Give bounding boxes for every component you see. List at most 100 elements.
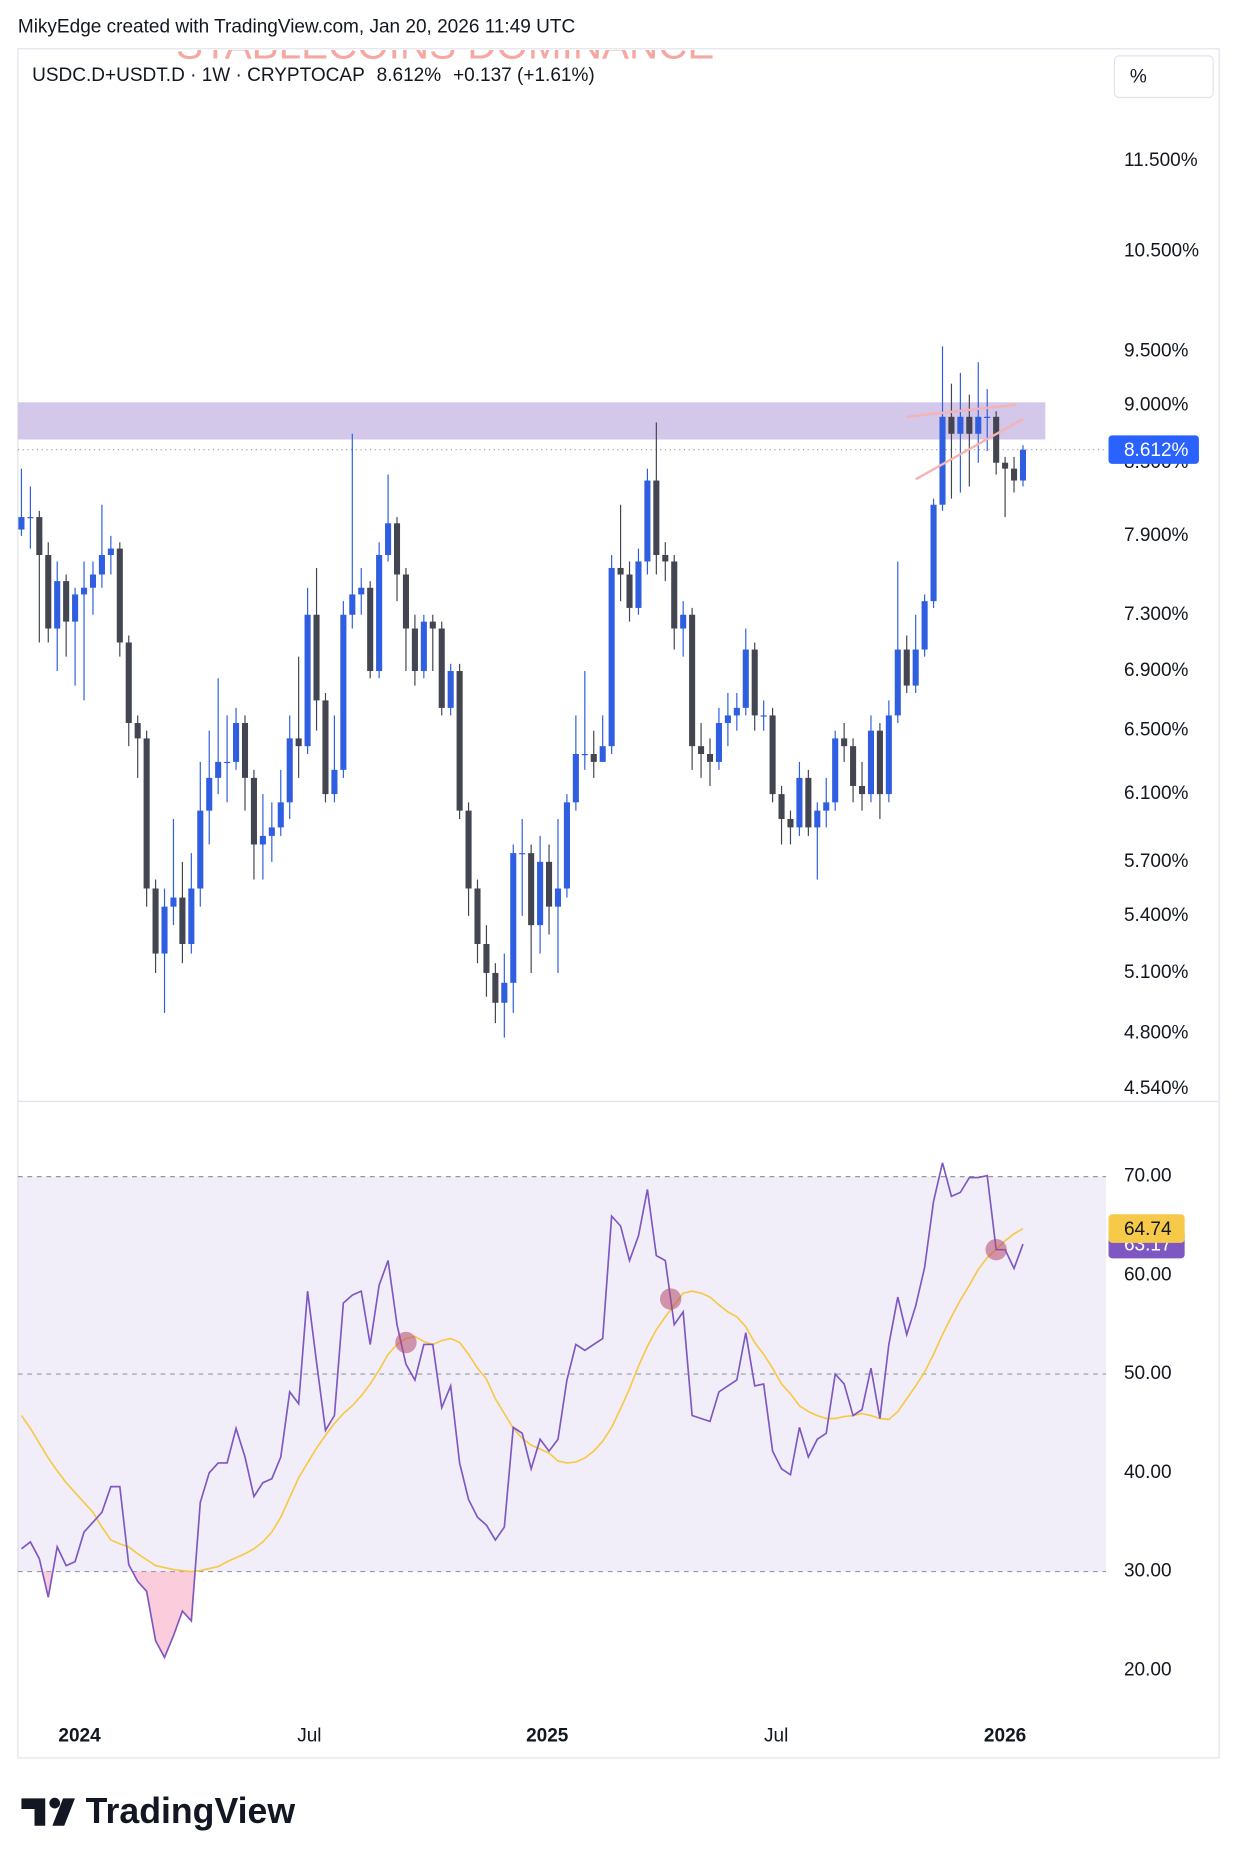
- rsi-line: [20, 1227, 1024, 1573]
- candle-body: [197, 810, 204, 889]
- candle-body: [501, 982, 508, 1003]
- y-tick-label: 4.800%: [1124, 1023, 1189, 1044]
- candle-body: [45, 554, 52, 629]
- candle-body: [814, 810, 821, 828]
- y-tick-label: 5.100%: [1124, 962, 1189, 983]
- legend: USDC.D+USDT.D · 1W · CRYPTOCAP 8.612% +0.1…: [32, 65, 595, 86]
- candle-body: [89, 574, 97, 588]
- candle-body: [984, 416, 991, 418]
- scale-button-label[interactable]: %: [1130, 66, 1147, 87]
- candle-body: [259, 835, 266, 845]
- y-tick-label: 70.00: [1124, 1166, 1172, 1187]
- candle-body: [340, 614, 347, 770]
- candle-body: [241, 723, 249, 778]
- candle-body: [393, 523, 401, 575]
- candle-body: [438, 628, 445, 708]
- y-tick-label: 6.900%: [1124, 660, 1189, 681]
- candle-body: [268, 827, 275, 836]
- candle-body: [867, 730, 875, 795]
- candle-body: [376, 554, 383, 672]
- candle-body: [107, 548, 114, 555]
- candle-body: [36, 517, 43, 555]
- candle-body: [250, 777, 257, 845]
- candle-body: [125, 642, 132, 724]
- candle-body: [277, 802, 284, 828]
- candle-body: [188, 888, 195, 944]
- candle-body: [706, 753, 714, 762]
- watermark-clip: STABLECOINS DOMINANCE: [176, 21, 714, 67]
- candle-body: [563, 802, 570, 889]
- y-tick-label: 40.00: [1124, 1462, 1172, 1483]
- candle-body: [286, 738, 293, 803]
- candle-body: [420, 621, 427, 672]
- candle-body: [760, 715, 767, 717]
- candle-body: [63, 581, 70, 622]
- candle-body: [18, 517, 25, 530]
- candle-body: [957, 416, 964, 434]
- y-tick-label: 6.100%: [1124, 783, 1189, 804]
- candle-body: [599, 746, 606, 762]
- scale-button[interactable]: [1113, 55, 1214, 99]
- candle-body: [644, 480, 651, 562]
- logo-dot: [49, 1797, 61, 1809]
- candle-body: [930, 504, 937, 602]
- zone: [17, 402, 1046, 440]
- candle-body: [671, 561, 678, 629]
- watermark: STABLECOINS DOMINANCE: [176, 21, 714, 67]
- candle-body: [143, 738, 150, 889]
- candle-body: [787, 818, 794, 828]
- legend-change: +0.137 (+1.61%): [453, 65, 595, 86]
- candle-body: [572, 753, 579, 803]
- candle-body: [331, 769, 338, 795]
- candle-body: [537, 861, 544, 926]
- logo-shape: [21, 1798, 46, 1826]
- candle-body: [751, 649, 758, 716]
- candle-body: [447, 671, 454, 708]
- candle-body: [54, 581, 61, 629]
- candle-body: [98, 554, 105, 575]
- x-axis: 2024 Jul 2025 Jul 2026: [58, 1726, 1026, 1747]
- candle-body: [474, 888, 481, 944]
- y-tick-label: 7.300%: [1124, 604, 1189, 625]
- candle-body: [617, 567, 624, 575]
- rsi-line: [20, 1162, 1024, 1660]
- candle-body: [885, 715, 892, 795]
- candle-body: [626, 574, 633, 608]
- price-plot: [17, 346, 1107, 1038]
- y-tick-label: 20.00: [1124, 1659, 1172, 1680]
- candle-body: [653, 480, 660, 555]
- last-price-label: 8.612%: [1124, 440, 1189, 461]
- candle-body: [903, 649, 910, 686]
- candle-body: [492, 972, 499, 1003]
- y-tick-label: 5.700%: [1124, 851, 1189, 872]
- candle-body: [170, 897, 177, 907]
- candle-body: [805, 777, 812, 828]
- candle-body: [483, 943, 490, 973]
- candle-body: [832, 738, 839, 803]
- candle-body: [510, 853, 517, 983]
- candle-body: [72, 594, 79, 622]
- candle-body: [975, 416, 982, 434]
- signal-marker: [985, 1238, 1007, 1261]
- brand-logo: TradingView: [21, 1791, 295, 1831]
- candle-body: [545, 861, 553, 907]
- candle-body: [304, 614, 311, 747]
- signal-marker: [395, 1331, 417, 1354]
- y-tick-label: 30.00: [1124, 1561, 1172, 1582]
- x-tick-label: 2026: [984, 1726, 1026, 1747]
- candle-body: [590, 753, 597, 762]
- wedge-line: [915, 418, 1024, 481]
- y-tick-label: 11.500%: [1124, 150, 1198, 171]
- candle-body: [528, 853, 535, 926]
- y-tick-label: 5.400%: [1124, 905, 1189, 926]
- candle-body: [233, 723, 240, 762]
- candle-body: [27, 517, 34, 519]
- x-tick-label: Jul: [764, 1726, 788, 1747]
- candle-body: [349, 594, 356, 615]
- x-tick-label: 2024: [58, 1726, 101, 1747]
- candle-body: [116, 548, 123, 643]
- candle-body: [385, 523, 392, 555]
- last-value-label: 64.74: [1124, 1219, 1172, 1240]
